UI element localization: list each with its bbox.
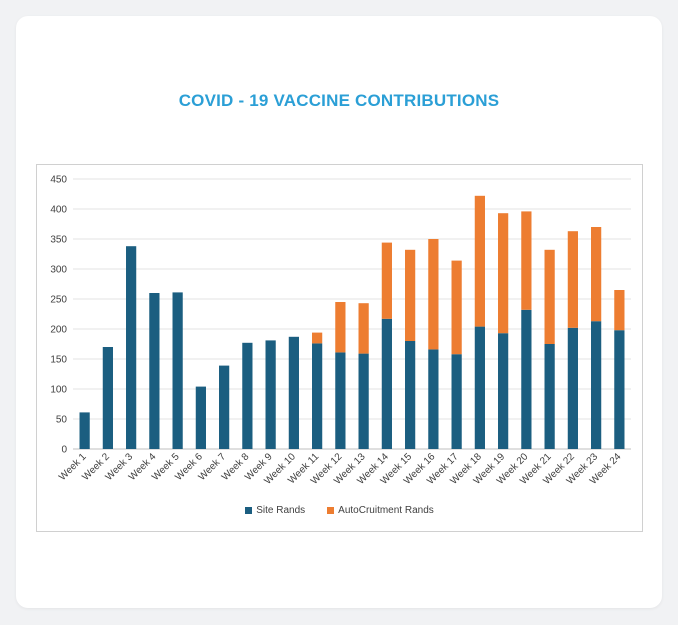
bar-site-rands (474, 326, 485, 449)
chart-legend: Site Rands AutoCruitment Rands (36, 505, 643, 516)
y-tick-label: 100 (50, 385, 67, 396)
bar-site-rands (219, 365, 230, 449)
y-tick-label: 50 (56, 415, 68, 426)
bar-site-rands (544, 344, 555, 449)
bar-site-rands (614, 330, 625, 449)
y-tick-label: 200 (50, 325, 67, 336)
bar-site-rands (335, 352, 346, 449)
legend-swatch-site-rands (245, 507, 253, 514)
y-tick-label: 450 (50, 175, 67, 186)
bar-site-rands (358, 353, 369, 449)
bar-site-rands (567, 327, 578, 449)
bar-autocruitment-rands (521, 211, 532, 310)
y-tick-label: 300 (50, 265, 67, 276)
bar-autocruitment-rands (451, 260, 462, 355)
bar-site-rands (149, 293, 160, 449)
legend-label-site-rands: Site Rands (256, 505, 306, 516)
bar-site-rands (312, 343, 323, 449)
bar-autocruitment-rands (474, 195, 485, 327)
bar-site-rands (265, 340, 276, 449)
bar-autocruitment-rands (498, 213, 509, 334)
bar-autocruitment-rands (335, 302, 346, 353)
bar-autocruitment-rands (591, 227, 602, 322)
y-tick-label: 350 (50, 235, 67, 246)
legend-item-site-rands: Site Rands (245, 505, 305, 516)
bar-autocruitment-rands (358, 303, 369, 354)
y-tick-label: 400 (50, 205, 67, 216)
bar-site-rands (102, 347, 113, 449)
y-tick-label: 150 (50, 355, 67, 366)
y-tick-label: 250 (50, 295, 67, 306)
bar-site-rands (428, 349, 439, 449)
bar-site-rands (521, 309, 532, 449)
bar-autocruitment-rands (381, 242, 392, 319)
bar-site-rands (498, 333, 509, 449)
bar-site-rands (79, 412, 90, 449)
bar-site-rands (405, 341, 416, 449)
legend-swatch-autocruitment-rands (327, 507, 335, 514)
legend-label-autocruitment-rands: AutoCruitment Rands (338, 505, 434, 516)
bar-autocruitment-rands (428, 239, 439, 350)
bar-autocruitment-rands (405, 249, 416, 341)
bar-site-rands (195, 386, 206, 449)
chart-title: COVID - 19 VACCINE CONTRIBUTIONS (178, 91, 500, 110)
bar-site-rands (591, 321, 602, 449)
bar-site-rands (381, 318, 392, 449)
legend-item-autocruitment-rands: AutoCruitment Rands (327, 505, 434, 516)
bar-site-rands (242, 342, 253, 449)
bar-site-rands (172, 292, 183, 449)
bar-autocruitment-rands (544, 249, 555, 344)
bar-site-rands (288, 336, 299, 449)
bar-site-rands (451, 354, 462, 449)
y-tick-label: 0 (61, 445, 67, 456)
bar-site-rands (126, 246, 137, 449)
bar-autocruitment-rands (567, 231, 578, 328)
bar-autocruitment-rands (312, 332, 323, 344)
bar-autocruitment-rands (614, 290, 625, 331)
